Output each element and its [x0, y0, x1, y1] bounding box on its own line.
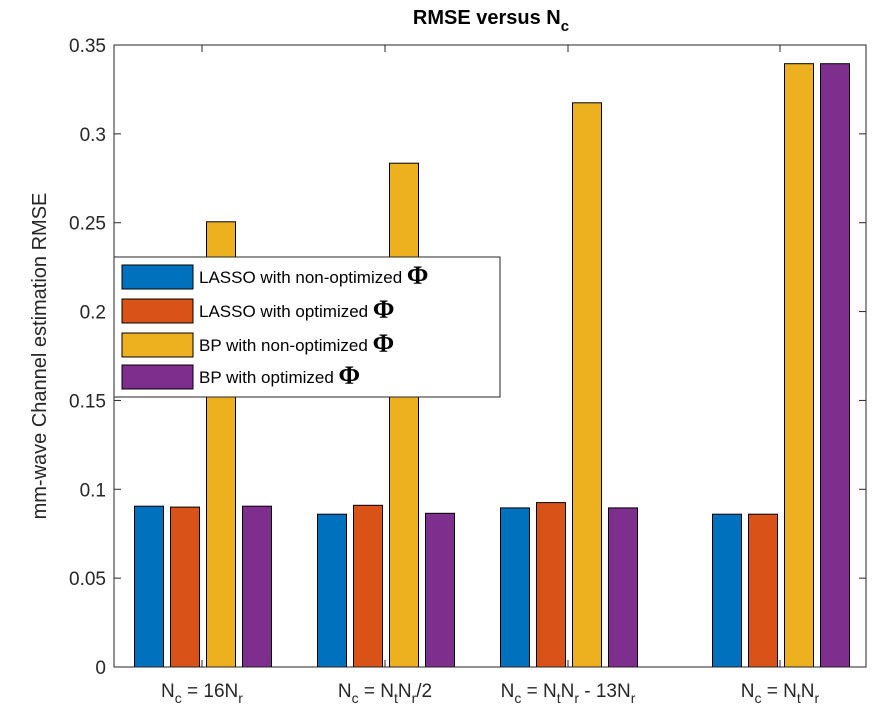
bar-4-cat-4: [820, 63, 850, 668]
legend-label-1: LASSO with non-optimized Φ: [199, 261, 428, 290]
y-tick-label: 0.05: [69, 569, 106, 590]
y-tick-label: 0: [95, 658, 106, 679]
y-tick-label: 0.25: [69, 214, 106, 235]
y-tick-label: 0.35: [69, 36, 106, 57]
bar-4-cat-1: [242, 505, 272, 668]
x-tick-text: = N: [762, 681, 797, 702]
legend-phi-symbol: Φ: [373, 329, 395, 358]
bar-3-cat-2: [389, 162, 419, 668]
x-tick-text: N: [398, 681, 412, 702]
bar-1-cat-1: [134, 505, 164, 668]
y-tick-label: 0.3: [80, 125, 106, 146]
legend-label-text: LASSO with non-optimized: [199, 268, 407, 287]
x-tick-label: Nc = NtNr/2: [338, 681, 432, 706]
x-tick-subscript: t: [394, 690, 398, 706]
x-tick-label: Nc = 16Nr: [161, 681, 243, 706]
legend-swatch-4: [121, 364, 194, 390]
y-tick-label: 0.1: [80, 480, 106, 501]
x-tick-subscript: c: [352, 690, 359, 706]
x-tick-subscript: c: [175, 690, 182, 706]
x-tick-subscript: r: [412, 690, 417, 706]
legend-label-text: LASSO with optimized: [199, 302, 373, 321]
legend-label-4: BP with optimized Φ: [199, 361, 360, 390]
x-tick-subscript: r: [238, 690, 243, 706]
x-tick-text: N: [741, 681, 755, 702]
bar-4-cat-2: [425, 512, 455, 668]
legend-label-2: LASSO with optimized Φ: [199, 295, 394, 324]
bar-3-cat-4: [784, 63, 814, 668]
legend-swatch-3: [121, 332, 194, 358]
x-tick-text: = N: [359, 681, 394, 702]
bar-3-cat-3: [572, 102, 602, 668]
y-axis-label: mm-wave Channel estimation RMSE: [29, 193, 51, 520]
x-tick-text: N: [501, 681, 515, 702]
legend-label-text: BP with non-optimized: [199, 336, 373, 355]
x-tick-text: N: [161, 681, 175, 702]
bar-1-cat-4: [712, 513, 742, 668]
legend-swatch-1: [121, 264, 194, 290]
bar-1-cat-2: [317, 513, 347, 668]
x-tick-subscript: t: [557, 690, 561, 706]
legend-label-3: BP with non-optimized Φ: [199, 329, 394, 358]
chart-title-main: RMSE versus N: [413, 7, 561, 29]
x-tick-subscript: r: [815, 690, 820, 706]
x-tick-subscript: c: [514, 690, 521, 706]
x-tick-subscript: r: [574, 690, 579, 706]
y-tick-label: 0.15: [69, 391, 106, 412]
x-tick-text: /2: [416, 681, 432, 702]
x-tick-text: = 16N: [182, 681, 239, 702]
x-tick-subscript: r: [631, 690, 636, 706]
x-tick-text: N: [801, 681, 815, 702]
legend-swatch-2: [121, 298, 194, 324]
legend-phi-symbol: Φ: [407, 261, 429, 290]
bar-2-cat-1: [170, 506, 200, 668]
x-tick-label: Nc = NtNr - 13Nr: [501, 681, 636, 706]
bar-2-cat-2: [353, 504, 383, 668]
x-tick-text: - 13N: [579, 681, 631, 702]
legend-phi-symbol: Φ: [339, 361, 361, 390]
x-tick-label: Nc = NtNr: [741, 681, 820, 706]
chart-title: RMSE versus Nc: [413, 7, 569, 35]
bar-2-cat-3: [536, 502, 566, 668]
legend-phi-symbol: Φ: [373, 295, 395, 324]
x-tick-text: N: [338, 681, 352, 702]
bar-4-cat-3: [608, 507, 638, 668]
chart-title-subscript: c: [561, 18, 569, 35]
y-tick-label: 0.2: [80, 303, 106, 324]
x-tick-text: = N: [521, 681, 556, 702]
legend-label-text: BP with optimized: [199, 368, 339, 387]
x-tick-text: N: [561, 681, 575, 702]
x-tick-subscript: t: [797, 690, 801, 706]
bar-1-cat-3: [500, 507, 530, 668]
bar-2-cat-4: [748, 513, 778, 668]
x-tick-subscript: c: [755, 690, 762, 706]
